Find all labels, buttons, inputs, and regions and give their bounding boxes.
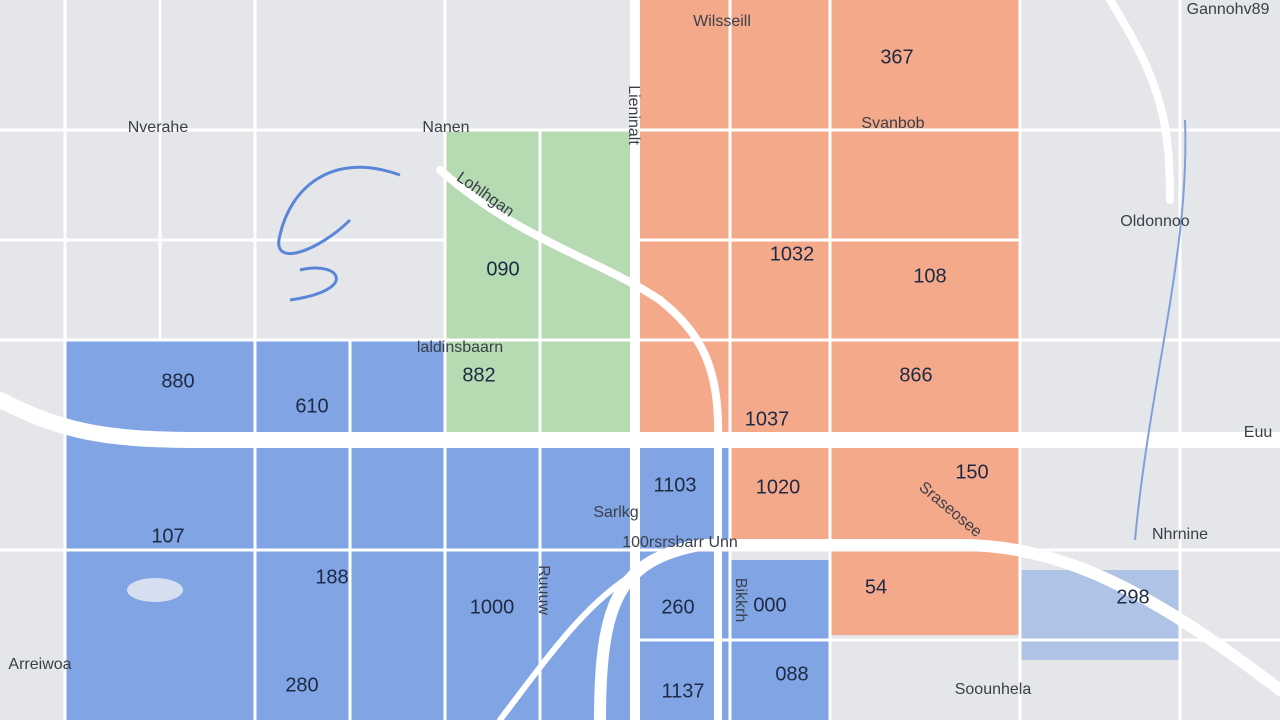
region-label: 108 [913,265,946,287]
highway [497,567,643,720]
place-label: Soounhela [955,681,1032,698]
place-label: Svanbob [861,115,924,132]
region-label: 1020 [756,476,801,498]
place-label: Euu [1244,424,1272,441]
region-label: 088 [775,663,808,685]
region-label: 1000 [470,596,515,618]
highway [594,539,1280,720]
place-label: Nanen [422,119,469,136]
place-label: Nverahe [128,119,189,136]
region-label: 298 [1116,586,1149,608]
place-label: Bikkrh [732,578,749,622]
region-label: 1103 [653,474,696,496]
highway [0,392,1280,448]
lake [127,578,183,602]
region-label: 260 [661,596,694,618]
highway [1106,0,1174,204]
zone-light [1020,570,1180,660]
river [277,165,401,302]
place-label: Arreiwoa [8,656,71,673]
region-label: 280 [285,674,318,696]
highway [436,166,723,720]
zone-orange [830,545,1020,635]
place-label: Lieninalt [625,85,642,145]
region-label: 000 [753,594,786,616]
water [127,119,1187,602]
place-label: laldinsbaarn [417,339,503,356]
place-label: Nhrnine [1152,526,1208,543]
region-label: 610 [295,395,328,417]
region-label: 1032 [770,243,815,265]
region-label: 1137 [661,680,704,702]
place-label: Sarlkg [593,504,638,521]
region-label: 188 [315,566,348,588]
place-label: Gannohv89 [1187,1,1270,18]
region-label: 866 [899,364,932,386]
region-label: 150 [955,461,988,483]
region-label: 1037 [745,408,790,430]
region-label: 880 [161,370,194,392]
region-label: 367 [880,46,913,68]
place-label: Wilsseill [693,13,751,30]
region-label: 090 [486,258,519,280]
place-label: Oldonnoo [1120,213,1189,230]
place-label: Ruuuw [535,565,552,615]
river [1134,119,1187,541]
zone-green [445,130,640,435]
labels: Gannohv89 Nverahe Nanen Wilsseill Svanbob Lie… [8,1,1272,702]
zone-blue [445,445,640,720]
place-label: 100rsrsbarr Unn [622,534,738,551]
region-label: 107 [151,525,184,547]
region-label: 882 [462,364,495,386]
region-label: 54 [865,576,887,598]
